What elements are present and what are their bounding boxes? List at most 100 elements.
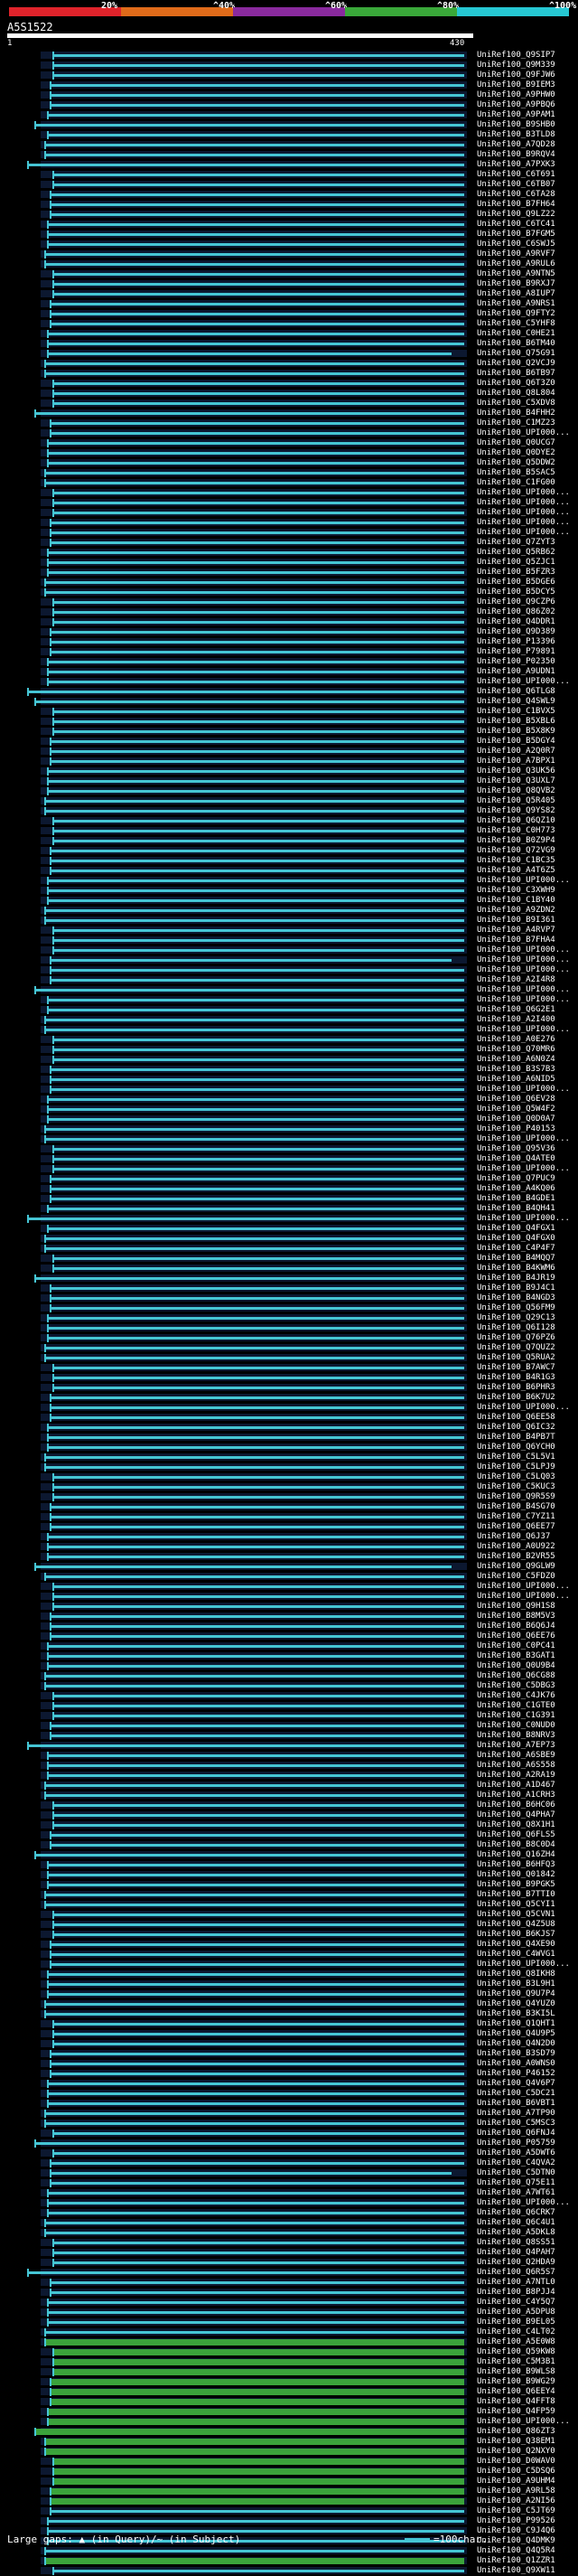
alignment-row[interactable]: UniRef100_Q8IKH8 xyxy=(0,1970,578,1979)
alignment-row[interactable]: UniRef100_Q2NXY0 xyxy=(0,2447,578,2457)
subject-id[interactable]: UniRef100_Q4FGX0 xyxy=(477,1234,555,1243)
subject-id[interactable]: UniRef100_B9RXJ7 xyxy=(477,279,555,288)
alignment-row[interactable]: UniRef100_C9J4Q6 xyxy=(0,2526,578,2536)
subject-id[interactable]: UniRef100_A9UDN1 xyxy=(477,667,555,676)
subject-id[interactable]: UniRef100_B8C0D4 xyxy=(477,1840,555,1849)
alignment-row[interactable]: UniRef100_Q72VG9 xyxy=(0,846,578,856)
subject-id[interactable]: UniRef100_Q9FJW6 xyxy=(477,71,555,80)
subject-id[interactable]: UniRef100_P99526 xyxy=(477,2516,555,2525)
subject-id[interactable]: UniRef100_UPI000... xyxy=(477,677,570,686)
subject-id[interactable]: UniRef100_B5SAC5 xyxy=(477,468,555,477)
subject-id[interactable]: UniRef100_Q6EE76 xyxy=(477,1631,555,1641)
alignment-row[interactable]: UniRef100_B6VBT1 xyxy=(0,2099,578,2109)
alignment-row[interactable]: UniRef100_A7QD28 xyxy=(0,140,578,150)
subject-id[interactable]: UniRef100_B6KJS7 xyxy=(477,1930,555,1939)
alignment-row[interactable]: UniRef100_Q38EM1 xyxy=(0,2437,578,2447)
subject-id[interactable]: UniRef100_Q4XE90 xyxy=(477,1940,555,1949)
alignment-row[interactable]: UniRef100_UPI000... xyxy=(0,518,578,528)
alignment-row[interactable]: UniRef100_A5DKL8 xyxy=(0,2228,578,2238)
subject-id[interactable]: UniRef100_Q3UK56 xyxy=(477,766,555,776)
alignment-row[interactable]: UniRef100_B5XBL6 xyxy=(0,717,578,727)
subject-id[interactable]: UniRef100_B4FHH2 xyxy=(477,409,555,418)
subject-id[interactable]: UniRef100_P46152 xyxy=(477,2069,555,2078)
subject-id[interactable]: UniRef100_Q9SIP7 xyxy=(477,51,555,60)
alignment-row[interactable]: UniRef100_Q5CYI1 xyxy=(0,1900,578,1910)
subject-id[interactable]: UniRef100_Q6C4U1 xyxy=(477,2218,555,2227)
alignment-row[interactable]: UniRef100_Q5R405 xyxy=(0,796,578,806)
alignment-row[interactable]: UniRef100_B9PGK5 xyxy=(0,1880,578,1890)
subject-id[interactable]: UniRef100_B4R1G3 xyxy=(477,1373,555,1382)
subject-id[interactable]: UniRef100_B3KI5L xyxy=(477,2009,555,2018)
alignment-row[interactable]: UniRef100_Q6QZ10 xyxy=(0,816,578,826)
alignment-row[interactable]: UniRef100_Q6I128 xyxy=(0,1323,578,1333)
subject-id[interactable]: UniRef100_Q1QHT1 xyxy=(477,2019,555,2028)
subject-id[interactable]: UniRef100_A7BPX1 xyxy=(477,757,555,766)
subject-id[interactable]: UniRef100_A6SBE9 xyxy=(477,1751,555,1760)
subject-id[interactable]: UniRef100_A6S558 xyxy=(477,1761,555,1770)
alignment-row[interactable]: UniRef100_Q6J37 xyxy=(0,1532,578,1542)
subject-id[interactable]: UniRef100_Q4ATE0 xyxy=(477,1154,555,1163)
subject-id[interactable]: UniRef100_Q70MR6 xyxy=(477,1045,555,1054)
subject-id[interactable]: UniRef100_Q38EM1 xyxy=(477,2437,555,2446)
subject-id[interactable]: UniRef100_B4MQQ7 xyxy=(477,1254,555,1263)
alignment-row[interactable]: UniRef100_Q6C4U1 xyxy=(0,2218,578,2228)
alignment-row[interactable]: UniRef100_A9NRS1 xyxy=(0,299,578,309)
subject-id[interactable]: UniRef100_B3TLD8 xyxy=(477,130,555,139)
alignment-row[interactable]: UniRef100_Q4XE90 xyxy=(0,1940,578,1950)
alignment-row[interactable]: UniRef100_B8M5V3 xyxy=(0,1612,578,1622)
subject-id[interactable]: UniRef100_Q5R405 xyxy=(477,796,555,805)
alignment-row[interactable]: UniRef100_Q56FM9 xyxy=(0,1303,578,1313)
alignment-row[interactable]: UniRef100_UPI000... xyxy=(0,1085,578,1095)
alignment-row[interactable]: UniRef100_C5DBG3 xyxy=(0,1681,578,1691)
alignment-row[interactable]: UniRef100_B3L9H1 xyxy=(0,1979,578,1989)
alignment-row[interactable]: UniRef100_Q5CVN1 xyxy=(0,1910,578,1920)
subject-id[interactable]: UniRef100_B7FGM5 xyxy=(477,230,555,239)
alignment-row[interactable]: UniRef100_Q8QVB2 xyxy=(0,786,578,796)
alignment-row[interactable]: UniRef100_Q5DDW2 xyxy=(0,458,578,468)
alignment-row[interactable]: UniRef100_C5MSC3 xyxy=(0,2119,578,2129)
subject-id[interactable]: UniRef100_Q0D0A7 xyxy=(477,1114,555,1123)
subject-id[interactable]: UniRef100_UPI000... xyxy=(477,428,570,437)
alignment-row[interactable]: UniRef100_Q4U9P5 xyxy=(0,2029,578,2039)
alignment-row[interactable]: UniRef100_C6TA28 xyxy=(0,190,578,200)
alignment-row[interactable]: UniRef100_B4PB7T xyxy=(0,1433,578,1443)
subject-id[interactable]: UniRef100_B9PGK5 xyxy=(477,1880,555,1889)
subject-id[interactable]: UniRef100_B5XBL6 xyxy=(477,717,555,726)
subject-id[interactable]: UniRef100_Q5DDW2 xyxy=(477,458,555,467)
alignment-row[interactable]: UniRef100_Q95V36 xyxy=(0,1144,578,1154)
subject-id[interactable]: UniRef100_Q4PAH7 xyxy=(477,2248,555,2257)
subject-id[interactable]: UniRef100_B9I361 xyxy=(477,916,555,925)
alignment-row[interactable]: UniRef100_C5KUC3 xyxy=(0,1482,578,1492)
subject-id[interactable]: UniRef100_B9WG29 xyxy=(477,2377,555,2386)
subject-id[interactable]: UniRef100_B6HFQ3 xyxy=(477,1860,555,1869)
subject-id[interactable]: UniRef100_A6NID5 xyxy=(477,1075,555,1084)
alignment-row[interactable]: UniRef100_Q4Z5U8 xyxy=(0,1920,578,1930)
alignment-row[interactable]: UniRef100_Q86Z02 xyxy=(0,607,578,617)
subject-id[interactable]: UniRef100_Q4PHA7 xyxy=(477,1810,555,1819)
subject-id[interactable]: UniRef100_UPI000... xyxy=(477,1214,570,1223)
alignment-row[interactable]: UniRef100_Q6EE58 xyxy=(0,1413,578,1423)
subject-id[interactable]: UniRef100_Q6QZ10 xyxy=(477,816,555,825)
subject-id[interactable]: UniRef100_Q5CYI1 xyxy=(477,1900,555,1909)
subject-id[interactable]: UniRef100_C5M3B1 xyxy=(477,2357,555,2366)
alignment-row[interactable]: UniRef100_Q70MR6 xyxy=(0,1045,578,1055)
alignment-row[interactable]: UniRef100_B4FHH2 xyxy=(0,409,578,418)
alignment-row[interactable]: UniRef100_UPI000... xyxy=(0,1960,578,1970)
subject-id[interactable]: UniRef100_B6HC06 xyxy=(477,1800,555,1810)
alignment-row[interactable]: UniRef100_B4KWM6 xyxy=(0,1264,578,1274)
subject-id[interactable]: UniRef100_B5FZR3 xyxy=(477,568,555,577)
alignment-row[interactable]: UniRef100_UPI000... xyxy=(0,945,578,955)
subject-id[interactable]: UniRef100_A7WT61 xyxy=(477,2188,555,2197)
subject-id[interactable]: UniRef100_C5L5V1 xyxy=(477,1453,555,1462)
alignment-row[interactable]: UniRef100_Q9D389 xyxy=(0,627,578,637)
subject-id[interactable]: UniRef100_Q95V36 xyxy=(477,1144,555,1153)
subject-id[interactable]: UniRef100_A9NTN5 xyxy=(477,269,555,278)
subject-id[interactable]: UniRef100_Q4SWL9 xyxy=(477,697,555,706)
subject-id[interactable]: UniRef100_C6TA28 xyxy=(477,190,555,199)
subject-id[interactable]: UniRef100_A4T6Z5 xyxy=(477,866,555,875)
alignment-row[interactable]: UniRef100_Q6EE77 xyxy=(0,1522,578,1532)
subject-id[interactable]: UniRef100_A2I4R8 xyxy=(477,975,555,984)
alignment-row[interactable]: UniRef100_UPI000... xyxy=(0,965,578,975)
subject-id[interactable]: UniRef100_Q8SS51 xyxy=(477,2238,555,2247)
subject-id[interactable]: UniRef100_A5E0W8 xyxy=(477,2337,555,2346)
